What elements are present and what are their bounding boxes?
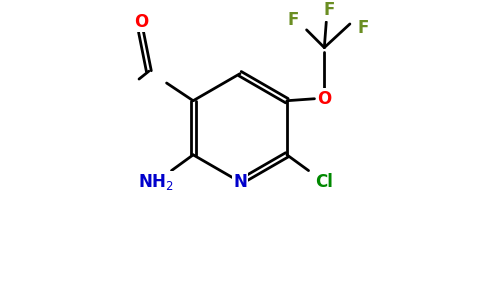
Text: Cl: Cl	[316, 173, 333, 191]
Text: NH$_2$: NH$_2$	[138, 172, 174, 192]
Text: N: N	[233, 173, 247, 191]
Text: F: F	[323, 1, 335, 19]
Text: F: F	[358, 19, 369, 37]
Text: O: O	[317, 90, 332, 108]
Text: O: O	[134, 13, 148, 31]
Text: F: F	[287, 11, 299, 29]
